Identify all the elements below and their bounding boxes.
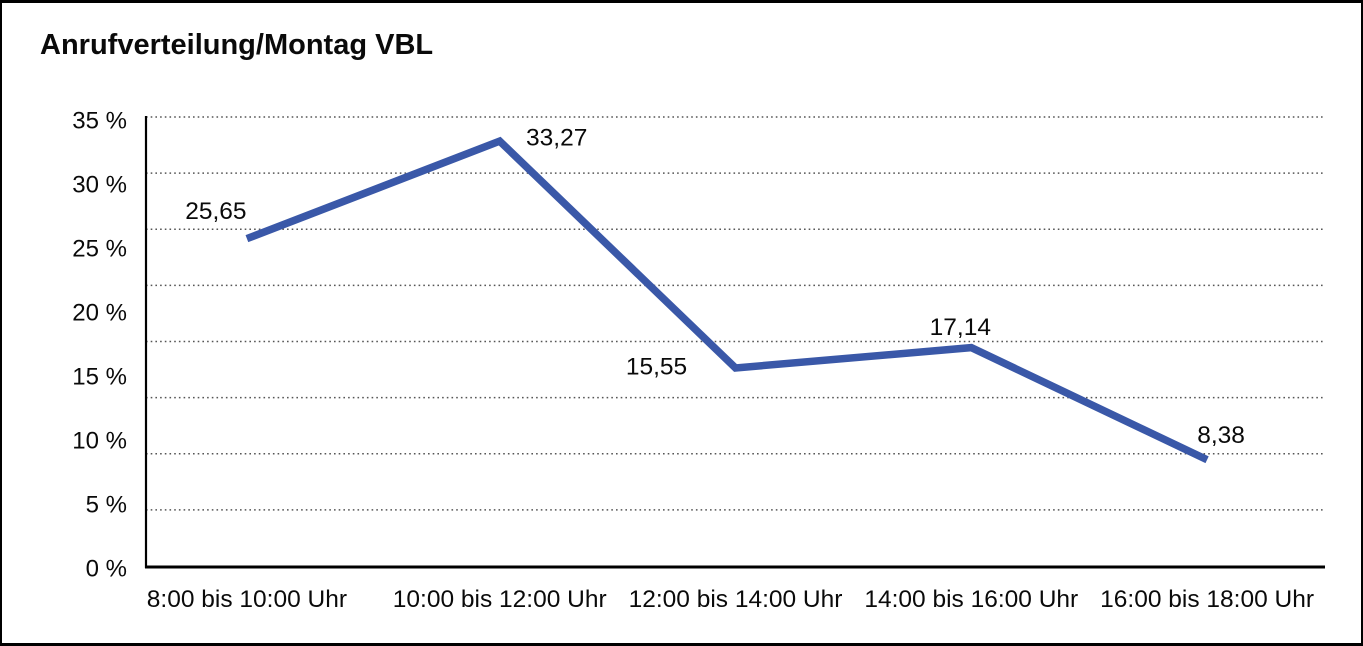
y-axis-tick-label: 5 % — [86, 492, 127, 519]
x-axis-category-label: 14:00 bis 16:00 Uhr — [864, 586, 1078, 613]
line-chart-canvas: 35 % 30 % 25 % 20 % 15 % 10 % 5 % 0 % 8:00 bis 1… — [72, 108, 1325, 613]
data-point-value-label: 8,38 — [1197, 422, 1245, 449]
data-series-line — [245, 136, 1209, 464]
y-axis-tick-label: 20 % — [72, 300, 127, 327]
x-axis-category-label: 10:00 bis 12:00 Uhr — [393, 586, 607, 613]
x-axis-category-label: 16:00 bis 18:00 Uhr — [1100, 586, 1314, 613]
chart-title: Anrufverteilung/Montag VBL — [40, 29, 434, 61]
x-axis-category-label: 12:00 bis 14:00 Uhr — [629, 586, 843, 613]
data-point-value-label: 17,14 — [930, 314, 991, 341]
y-axis-tick-label: 25 % — [72, 236, 127, 263]
y-axis-tick-label: 0 % — [86, 556, 127, 583]
data-point-value-label: 15,55 — [626, 353, 687, 380]
x-axis-category-label: 8:00 bis 10:00 Uhr — [147, 586, 347, 613]
y-axis-tick-label: 10 % — [72, 428, 127, 455]
y-axis-tick-label: 30 % — [72, 172, 127, 199]
data-point-value-label: 33,27 — [526, 125, 587, 152]
y-axis-tick-label: 15 % — [72, 364, 127, 391]
y-axis-tick-label: 35 % — [72, 108, 127, 135]
data-point-value-label: 25,65 — [185, 198, 246, 225]
